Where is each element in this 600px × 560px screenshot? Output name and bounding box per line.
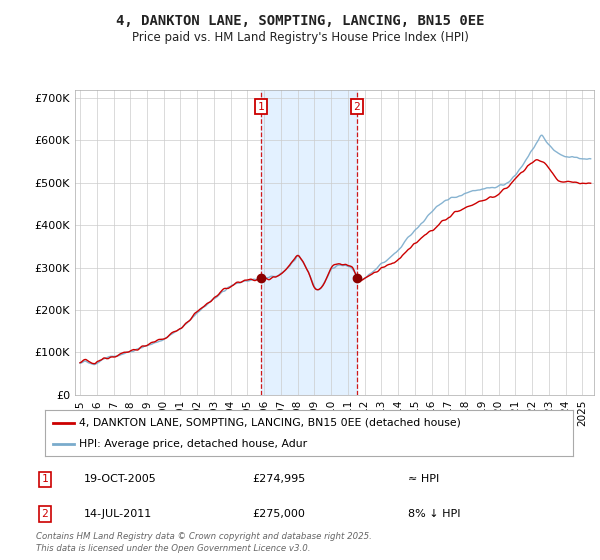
Text: 1: 1 — [41, 474, 49, 484]
Text: 4, DANKTON LANE, SOMPTING, LANCING, BN15 0EE (detached house): 4, DANKTON LANE, SOMPTING, LANCING, BN15… — [79, 418, 461, 428]
Text: 4, DANKTON LANE, SOMPTING, LANCING, BN15 0EE: 4, DANKTON LANE, SOMPTING, LANCING, BN15… — [116, 14, 484, 28]
Bar — [261, 90, 357, 395]
Text: 14-JUL-2011: 14-JUL-2011 — [84, 509, 152, 519]
Text: £275,000: £275,000 — [252, 509, 305, 519]
Text: 19-OCT-2005: 19-OCT-2005 — [84, 474, 157, 484]
Text: HPI: Average price, detached house, Adur: HPI: Average price, detached house, Adur — [79, 439, 307, 449]
Text: Price paid vs. HM Land Registry's House Price Index (HPI): Price paid vs. HM Land Registry's House … — [131, 31, 469, 44]
Text: 2: 2 — [41, 509, 49, 519]
Text: 1: 1 — [257, 101, 264, 111]
Text: 2: 2 — [353, 101, 361, 111]
Text: Contains HM Land Registry data © Crown copyright and database right 2025.
This d: Contains HM Land Registry data © Crown c… — [36, 533, 372, 553]
Text: 8% ↓ HPI: 8% ↓ HPI — [408, 509, 461, 519]
Text: ≈ HPI: ≈ HPI — [408, 474, 439, 484]
Text: £274,995: £274,995 — [252, 474, 305, 484]
